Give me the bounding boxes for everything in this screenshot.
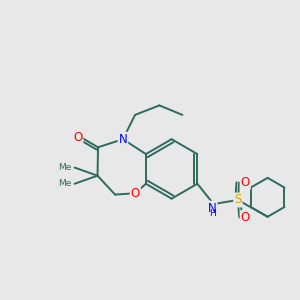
Text: S: S bbox=[234, 194, 242, 206]
Text: O: O bbox=[131, 187, 140, 200]
Text: N: N bbox=[208, 202, 217, 214]
Text: O: O bbox=[73, 131, 83, 144]
Text: Me: Me bbox=[58, 163, 72, 172]
Text: H: H bbox=[209, 209, 216, 218]
Text: O: O bbox=[241, 176, 250, 189]
Text: N: N bbox=[118, 133, 127, 146]
Text: Me: Me bbox=[58, 179, 72, 188]
Text: O: O bbox=[241, 211, 250, 224]
